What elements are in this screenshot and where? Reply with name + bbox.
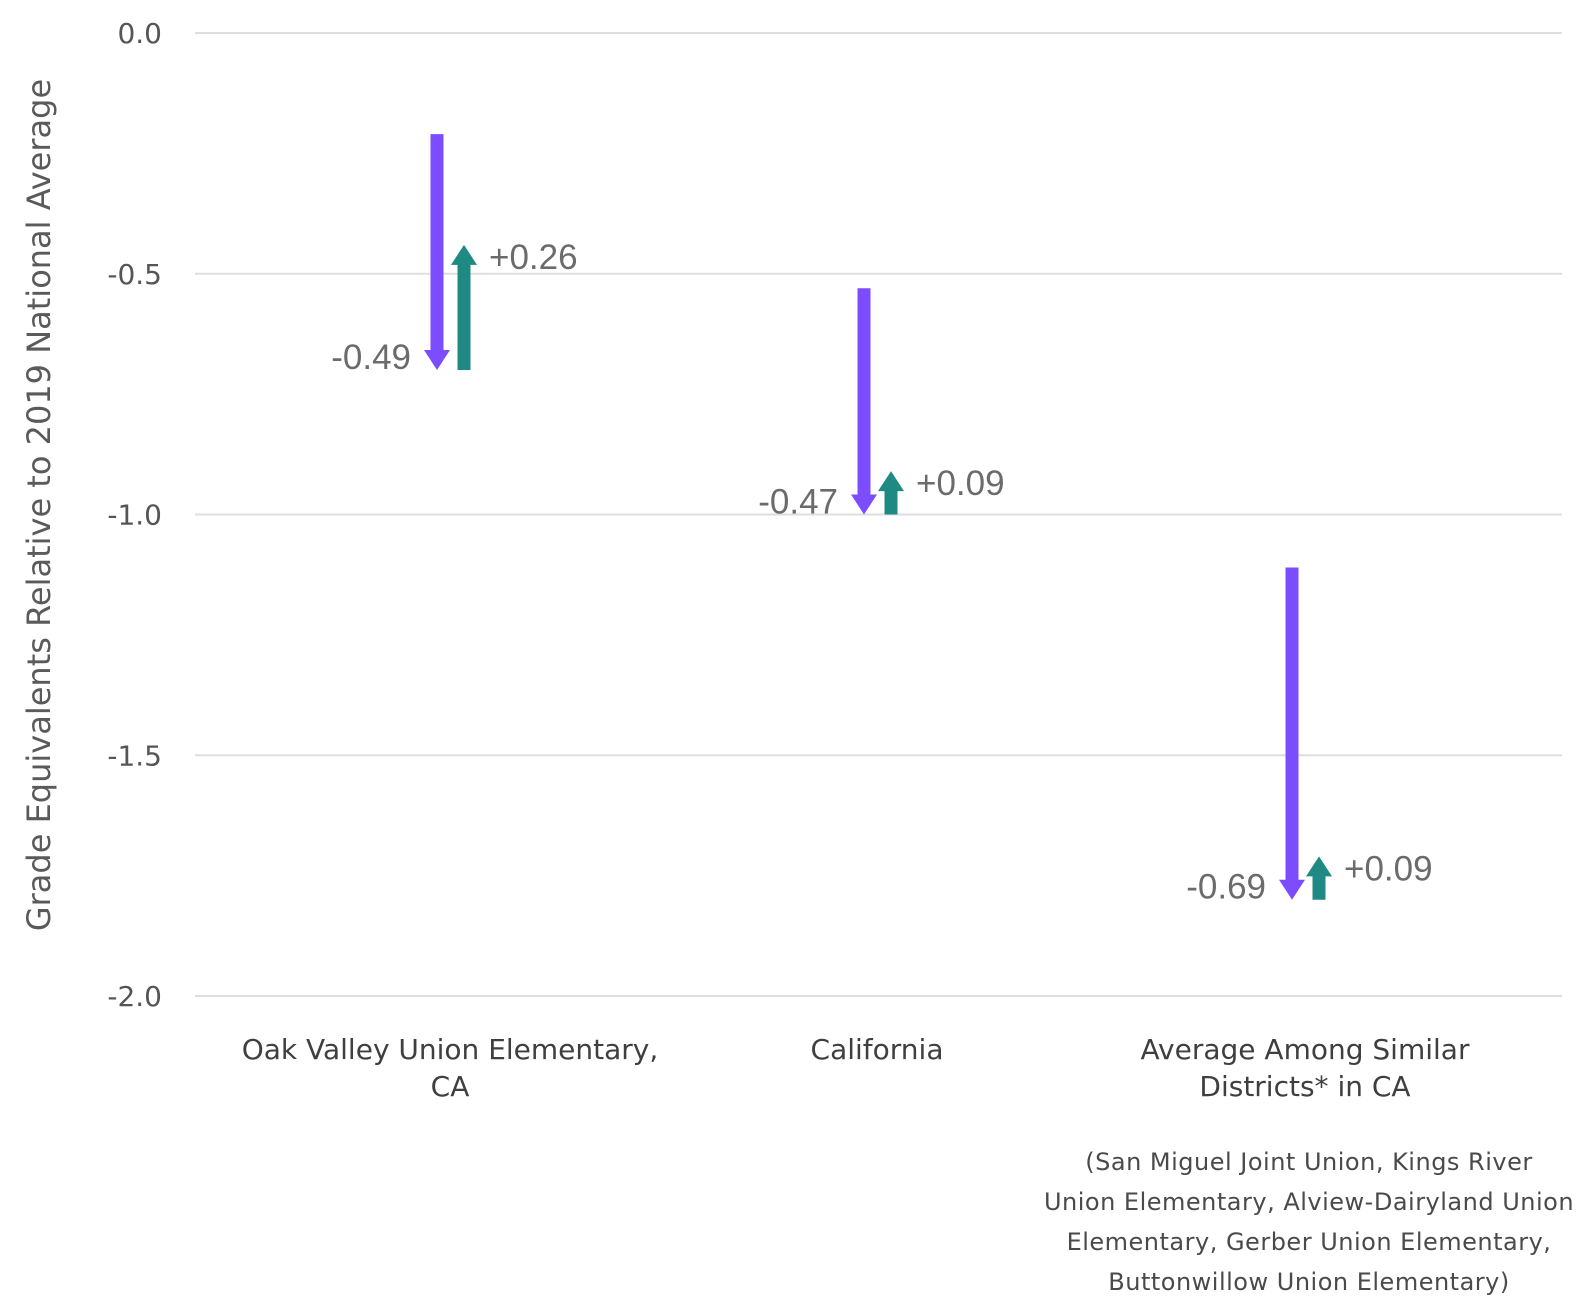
y-tick-label: -0.5: [107, 258, 162, 291]
recovery-arrow: [1306, 856, 1332, 900]
category-note: Buttonwillow Union Elementary): [1108, 1268, 1509, 1296]
recovery-label: +0.09: [1344, 849, 1433, 888]
y-tick-labels: 0.0 -0.5 -1.0 -1.5 -2.0: [107, 17, 162, 1013]
y-tick-label: -2.0: [107, 980, 162, 1013]
y-tick-label: -1.5: [107, 739, 162, 772]
category-note: Union Elementary, Alview-Dairyland Union: [1044, 1188, 1574, 1216]
decline-arrow: [1279, 567, 1305, 900]
category-note: (San Miguel Joint Union, Kings River: [1085, 1148, 1532, 1176]
category-note: Elementary, Gerber Union Elementary,: [1067, 1228, 1552, 1256]
decline-label: -0.47: [758, 483, 838, 522]
y-tick-label: 0.0: [117, 17, 162, 50]
decline-arrow: [424, 134, 450, 371]
y-tick-label: -1.0: [107, 499, 162, 532]
decline-arrow: [851, 288, 877, 515]
category-label: California: [811, 1033, 944, 1066]
category-label: Oak Valley Union Elementary,: [242, 1033, 659, 1066]
decline-label: -0.69: [1186, 868, 1266, 907]
recovery-arrow: [451, 244, 477, 371]
category-label: Districts* in CA: [1199, 1070, 1410, 1103]
decline-label: -0.49: [331, 338, 411, 377]
category-labels: Oak Valley Union Elementary, CA California…: [242, 1033, 1574, 1296]
gridlines: [195, 32, 1562, 997]
arrows: -0.49 +0.26 -0.47 +0.09 -0.69 +0.09: [331, 134, 1433, 907]
recovery-label: +0.09: [916, 464, 1005, 503]
y-axis-label: Grade Equivalents Relative to 2019 Natio…: [20, 79, 58, 931]
category-label: CA: [431, 1070, 470, 1103]
recovery-label: +0.26: [489, 238, 578, 277]
recovery-arrow: [878, 471, 904, 515]
category-label: Average Among Similar: [1141, 1033, 1470, 1066]
